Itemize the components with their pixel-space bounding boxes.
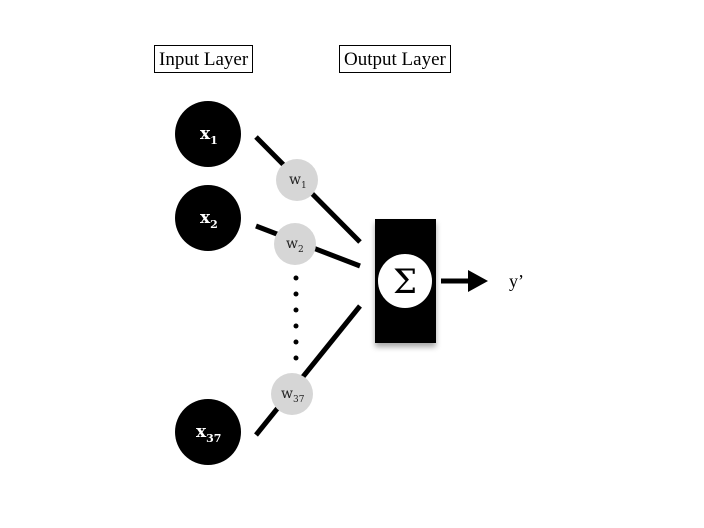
ellipsis-dot: [293, 355, 299, 361]
output-arrow: [441, 270, 488, 292]
weight-node-w2: w2: [274, 223, 316, 265]
svg-text:x2: x2: [200, 208, 218, 231]
input-x2-sub: 2: [210, 218, 218, 231]
output-layer-header: Output Layer: [339, 45, 451, 73]
weight-w1-base: w: [289, 172, 301, 188]
input-x37-base: x: [196, 422, 207, 442]
weight-w2-base: w: [286, 236, 298, 252]
svg-text:w37: w37: [281, 386, 305, 405]
input-x1-base: x: [200, 124, 211, 144]
input-x37-sub: 37: [206, 432, 221, 445]
ellipsis-dot: [293, 275, 299, 281]
weight-w2-sub: 2: [298, 245, 304, 255]
weight-node-w37: w37: [271, 373, 313, 415]
weight-w37-sub: 37: [293, 395, 305, 405]
svg-text:w1: w1: [289, 172, 307, 191]
svg-text:x37: x37: [196, 422, 221, 445]
ellipsis-dot: [293, 339, 299, 345]
svg-text:x1: x1: [200, 124, 218, 147]
svg-text:w2: w2: [286, 236, 304, 255]
summation-symbol: Σ: [393, 262, 417, 302]
input-node-x2: x2: [175, 185, 241, 251]
output-label: y’: [509, 271, 524, 291]
weight-node-w1: w1: [276, 159, 318, 201]
ellipsis-dot: [293, 307, 299, 313]
input-x1-sub: 1: [210, 134, 218, 147]
summation-circle: [378, 254, 432, 308]
input-node-x37: x37: [175, 399, 241, 465]
weight-w1-sub: 1: [301, 181, 307, 191]
input-x2-base: x: [200, 208, 211, 228]
ellipsis-dot: [293, 291, 299, 297]
edge-x37-to-sum: [254, 304, 362, 437]
input-layer-header: Input Layer: [154, 45, 254, 73]
input-node-x1: x1: [175, 101, 241, 167]
weight-w37-base: w: [281, 386, 293, 402]
ellipsis-dot: [293, 323, 299, 329]
